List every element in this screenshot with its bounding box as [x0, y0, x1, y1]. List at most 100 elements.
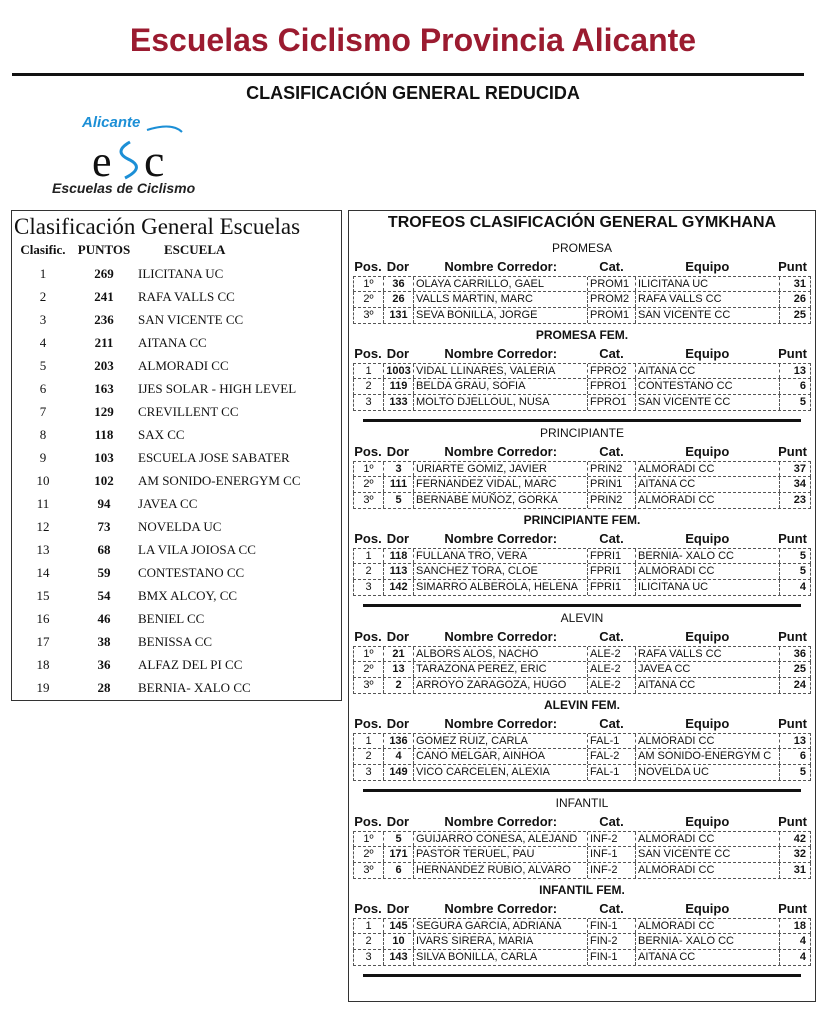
points-cell: 118	[94, 426, 114, 442]
rank-cell: 8	[39, 426, 47, 442]
dorsal-cell: 13	[384, 662, 414, 677]
pos-cell: 3	[354, 580, 384, 595]
pos-cell: 2º	[354, 477, 384, 492]
dorsal-cell: 1003	[384, 364, 414, 378]
dorsal-cell: 4	[384, 749, 414, 764]
table-header: Pos. Dor Nombre Corredor: Cat. Equipo Punt	[353, 443, 811, 461]
points-cell: 23	[793, 494, 806, 506]
name-cell: FERNANDEZ VIDAL, MARC	[414, 477, 588, 492]
section-divider	[363, 419, 801, 422]
header-team: Equipo	[685, 531, 730, 546]
header-points: Punt	[778, 444, 808, 459]
points-cell: 42	[793, 833, 806, 845]
points-cell: 163	[94, 380, 114, 396]
title-divider	[12, 73, 804, 76]
section-title: INFANTIL	[555, 796, 609, 810]
table-row: 16 46 BENIEL CC	[12, 607, 341, 630]
table-row: 18 36 ALFAZ DEL PI CC	[12, 653, 341, 676]
name-cell: VALLS MARTIN, MARC	[414, 292, 588, 307]
team-cell: SAN VICENTE CC	[636, 308, 780, 323]
header-dorsal: Dor	[386, 346, 410, 361]
table-row: 2º 171 PASTOR TERUEL, PAU INF-1 SAN VICENTE …	[353, 847, 811, 863]
dorsal-cell: 5	[384, 832, 414, 846]
school-cell: IJES SOLAR - HIGH LEVEL	[138, 380, 297, 396]
points-cell: 4	[799, 951, 806, 963]
school-cell: SAX CC	[138, 426, 185, 442]
dorsal-cell: 6	[384, 863, 414, 878]
points-cell: 5	[799, 396, 806, 408]
table-header: Pos. Dor Nombre Corredor: Cat. Equipo Punt	[353, 813, 811, 831]
table-row: 2º 13 TARAZONA PEREZ, ERIC ALE-2 JAVEA CC 25	[353, 662, 811, 678]
category-cell: FPRI1	[588, 549, 636, 563]
rank-cell: 6	[39, 380, 47, 396]
dorsal-cell: 119	[384, 379, 414, 394]
pos-cell: 3º	[354, 678, 384, 693]
header-name: Nombre Corredor:	[444, 814, 558, 829]
team-cell: AITANA CC	[636, 477, 780, 492]
points-cell: 6	[799, 750, 806, 762]
points-cell: 28	[97, 679, 111, 695]
header-points: Punt	[778, 346, 808, 361]
name-cell: HERNANDEZ RUBIO, ALVARO	[414, 863, 588, 878]
school-cell: JAVEA CC	[138, 495, 198, 511]
table-row: 2 10 IVARS SIRERA, MARIA FIN-2 BERNIA- XALO …	[353, 934, 811, 950]
header-name: Nombre Corredor:	[444, 346, 558, 361]
table-row: 1 136 GOMEZ RUIZ, CARLA FAL-1 ALMORADI CC 13	[353, 733, 811, 749]
table-row: 1 269 ILICITANA UC	[12, 262, 341, 285]
dorsal-cell: 136	[384, 734, 414, 748]
category-cell: FIN-2	[588, 934, 636, 949]
table-row: 14 59 CONTESTANO CC	[12, 561, 341, 584]
team-cell: ALMORADI CC	[636, 832, 780, 846]
category-cell: FPRI1	[588, 580, 636, 595]
team-cell: BERNIA- XALO CC	[636, 934, 780, 949]
pos-cell: 2	[354, 379, 384, 394]
points-cell: 25	[793, 663, 806, 675]
header-pos: Pos.	[354, 716, 382, 731]
rank-cell: 3	[39, 311, 47, 327]
table-row: 2º 26 VALLS MARTIN, MARC PROM2 RAFA VALLS CC…	[353, 292, 811, 308]
points-cell: 5	[799, 565, 806, 577]
name-cell: SANCHEZ TORA, CLOE	[414, 564, 588, 579]
table-row: 13 68 LA VILA JOIOSA CC	[12, 538, 341, 561]
table-row: 2 113 SANCHEZ TORA, CLOE FPRI1 ALMORADI CC 5	[353, 564, 811, 580]
points-cell: 36	[97, 656, 111, 672]
logo-top-text: Alicante	[82, 114, 141, 131]
page-title: Escuelas Ciclismo Provincia Alicante	[129, 22, 697, 58]
category-cell: INF-2	[588, 863, 636, 878]
pos-cell: 3	[354, 395, 384, 410]
team-cell: ILICITANA UC	[636, 277, 780, 291]
pos-cell: 1	[354, 919, 384, 933]
rank-cell: 4	[39, 334, 47, 350]
rank-cell: 2	[39, 288, 47, 304]
header-team: Equipo	[685, 901, 730, 916]
table-row: 2 4 CANO MELGAR, AINHOA FAL-2 AM SONIDO-ENER…	[353, 749, 811, 765]
table-row: 3º 131 SEVA BONILLA, JORGE PROM1 SAN VICENTE…	[353, 308, 811, 324]
header-team: Equipo	[685, 346, 730, 361]
table-header: Pos. Dor Nombre Corredor: Cat. Equipo Punt	[353, 900, 811, 918]
dorsal-cell: 10	[384, 934, 414, 949]
table-row: 1 118 FULLANA TRO, VERA FPRI1 BERNIA- XALO C…	[353, 548, 811, 564]
name-cell: TARAZONA PEREZ, ERIC	[414, 662, 588, 677]
pos-cell: 2º	[354, 847, 384, 862]
header-pos: Pos.	[354, 814, 382, 829]
pos-cell: 1º	[354, 277, 384, 291]
header-pos: Pos.	[354, 901, 382, 916]
section-rows: 1 1003 VIDAL LLINARES, VALERIA FPRO2 AITANA …	[353, 363, 811, 411]
points-cell: 54	[97, 587, 111, 603]
school-cell: ALFAZ DEL PI CC	[138, 656, 243, 672]
points-cell: 46	[97, 610, 111, 626]
pos-cell: 3	[354, 765, 384, 780]
category-cell: INF-1	[588, 847, 636, 862]
name-cell: IVARS SIRERA, MARIA	[414, 934, 588, 949]
header-dorsal: Dor	[386, 716, 410, 731]
rank-cell: 11	[36, 495, 50, 511]
section-rows: 1º 5 GUIJARRO CONESA, ALEJAND INF-2 ALMORADI…	[353, 831, 811, 879]
pos-cell: 3	[354, 950, 384, 965]
header-name: Nombre Corredor:	[444, 531, 558, 546]
points-cell: 31	[793, 278, 806, 290]
dorsal-cell: 113	[384, 564, 414, 579]
name-cell: FULLANA TRO, VERA	[414, 549, 588, 563]
section-rows: 1º 36 OLAYA CARRILLO, GAEL PROM1 ILICITANA U…	[353, 276, 811, 324]
table-row: 3º 6 HERNANDEZ RUBIO, ALVARO INF-2 ALMORADI …	[353, 863, 811, 879]
header-category: Cat.	[599, 629, 624, 644]
